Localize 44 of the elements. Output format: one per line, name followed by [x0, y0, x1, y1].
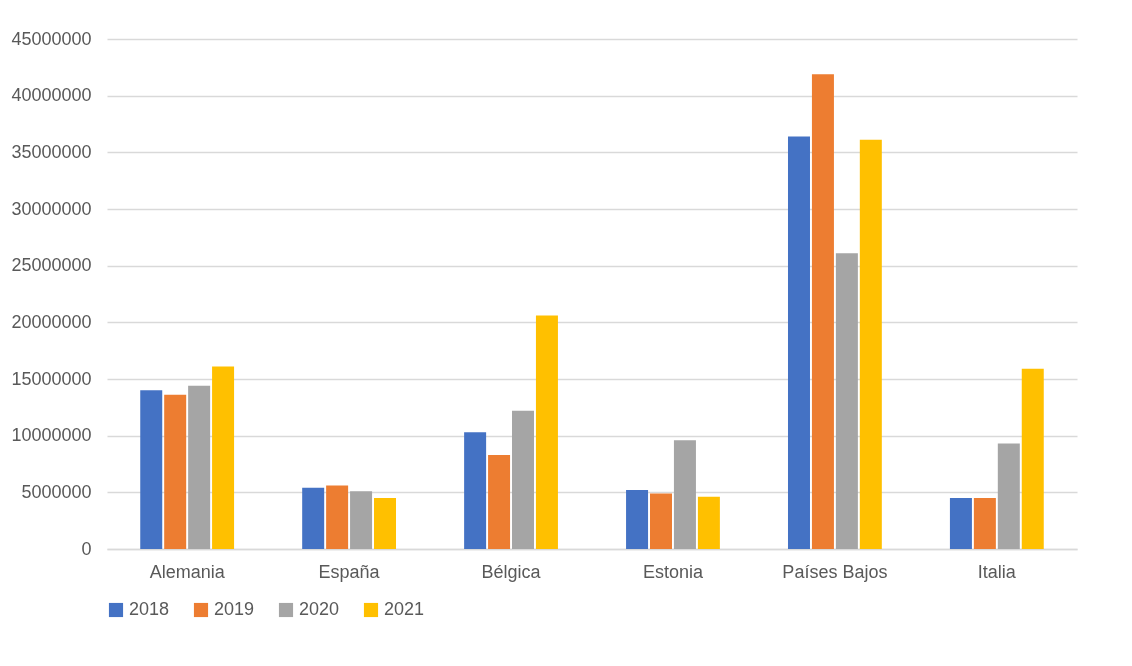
bar — [626, 490, 649, 549]
bar — [188, 385, 211, 549]
y-tick-label: 40000000 — [11, 85, 92, 106]
bar — [949, 498, 972, 549]
x-tick-label: Alemania — [149, 561, 226, 582]
bar — [464, 432, 487, 549]
bar — [350, 491, 373, 549]
bar — [164, 394, 187, 549]
bar — [512, 410, 534, 549]
bar — [140, 390, 163, 549]
legend-label: 2021 — [384, 599, 425, 619]
bar — [326, 485, 349, 549]
bar — [1021, 368, 1044, 549]
legend-label: 2018 — [129, 599, 170, 619]
x-tick-label: Países Bajos — [782, 561, 888, 582]
bar — [535, 315, 558, 549]
bar — [811, 74, 834, 549]
bar — [488, 454, 511, 549]
bar — [697, 496, 720, 549]
legend-label: 2019 — [214, 599, 255, 619]
y-tick-label: 15000000 — [11, 368, 92, 389]
bar — [973, 498, 996, 549]
y-tick-label: 0 — [81, 538, 92, 559]
bar — [787, 136, 810, 549]
x-tick-label: Italia — [977, 561, 1017, 582]
y-tick-label: 10000000 — [11, 425, 92, 446]
bar — [835, 253, 858, 549]
bar — [997, 443, 1020, 549]
y-tick-label: 25000000 — [11, 255, 92, 276]
y-tick-label: 45000000 — [11, 28, 92, 49]
x-tick-label: Bélgica — [481, 561, 542, 582]
y-tick-label: 5000000 — [21, 481, 92, 502]
bar — [302, 487, 325, 549]
y-tick-label: 30000000 — [11, 198, 92, 219]
bar — [673, 440, 696, 549]
legend-label: 2020 — [299, 599, 340, 619]
bar — [650, 493, 672, 549]
y-tick-label: 35000000 — [11, 141, 92, 162]
bar — [859, 139, 882, 549]
x-tick-label: España — [318, 561, 381, 582]
y-tick-label: 20000000 — [11, 311, 92, 332]
x-tick-label: Estonia — [642, 561, 704, 582]
bar — [212, 366, 235, 549]
bar — [374, 498, 397, 549]
